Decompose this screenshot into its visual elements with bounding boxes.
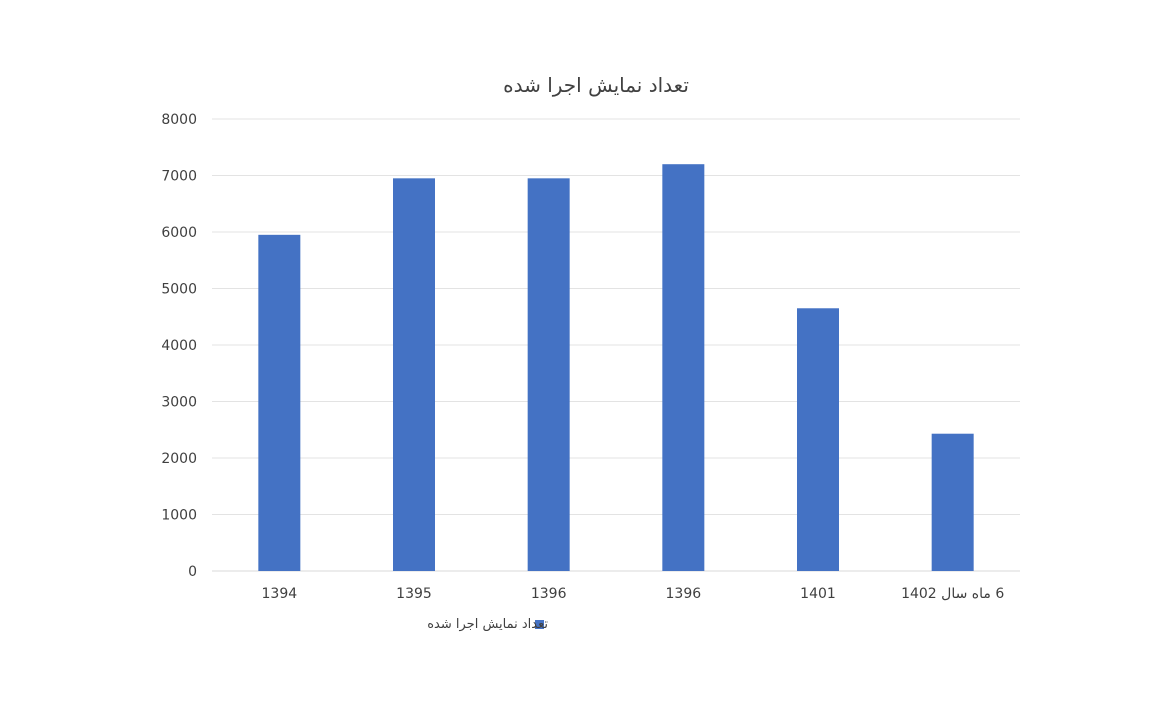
x-tick-label: 1395: [396, 586, 432, 602]
legend-label: تعداد نمایش اجرا شده: [427, 617, 548, 632]
legend-swatch: [535, 620, 544, 629]
x-tick-label: 1401: [800, 586, 836, 602]
y-tick-label: 7000: [161, 169, 197, 185]
y-tick-label: 8000: [161, 112, 197, 128]
x-axis-tick-labels: 1394 1395 1396 1396 1401 6 ماه سال 1402: [262, 586, 1005, 602]
legend: تعداد نمایش اجرا شده: [427, 617, 548, 632]
y-axis-tick-labels: 0 1000 2000 3000 4000 5000 6000 7000 8000: [161, 112, 197, 580]
y-tick-label: 4000: [161, 338, 197, 354]
bars: [258, 164, 974, 571]
gridlines: [212, 118, 1020, 572]
x-tick-label: 1396: [531, 586, 567, 602]
y-tick-label: 2000: [161, 451, 197, 467]
y-tick-label: 1000: [161, 508, 197, 524]
x-tick-label: 1396: [666, 586, 702, 602]
y-tick-label: 3000: [161, 395, 197, 411]
y-tick-label: 0: [188, 564, 197, 580]
x-tick-label: 6 ماه سال 1402: [901, 586, 1004, 602]
chart-title: تعداد نمایش اجرا شده: [503, 73, 689, 97]
bar: [797, 308, 839, 571]
bar: [527, 178, 570, 571]
bar: [931, 433, 974, 571]
bar: [258, 234, 301, 571]
bar: [393, 178, 435, 571]
y-tick-label: 5000: [161, 282, 197, 298]
bar: [662, 164, 705, 571]
y-tick-label: 6000: [161, 225, 197, 241]
x-tick-label: 1394: [262, 586, 298, 602]
